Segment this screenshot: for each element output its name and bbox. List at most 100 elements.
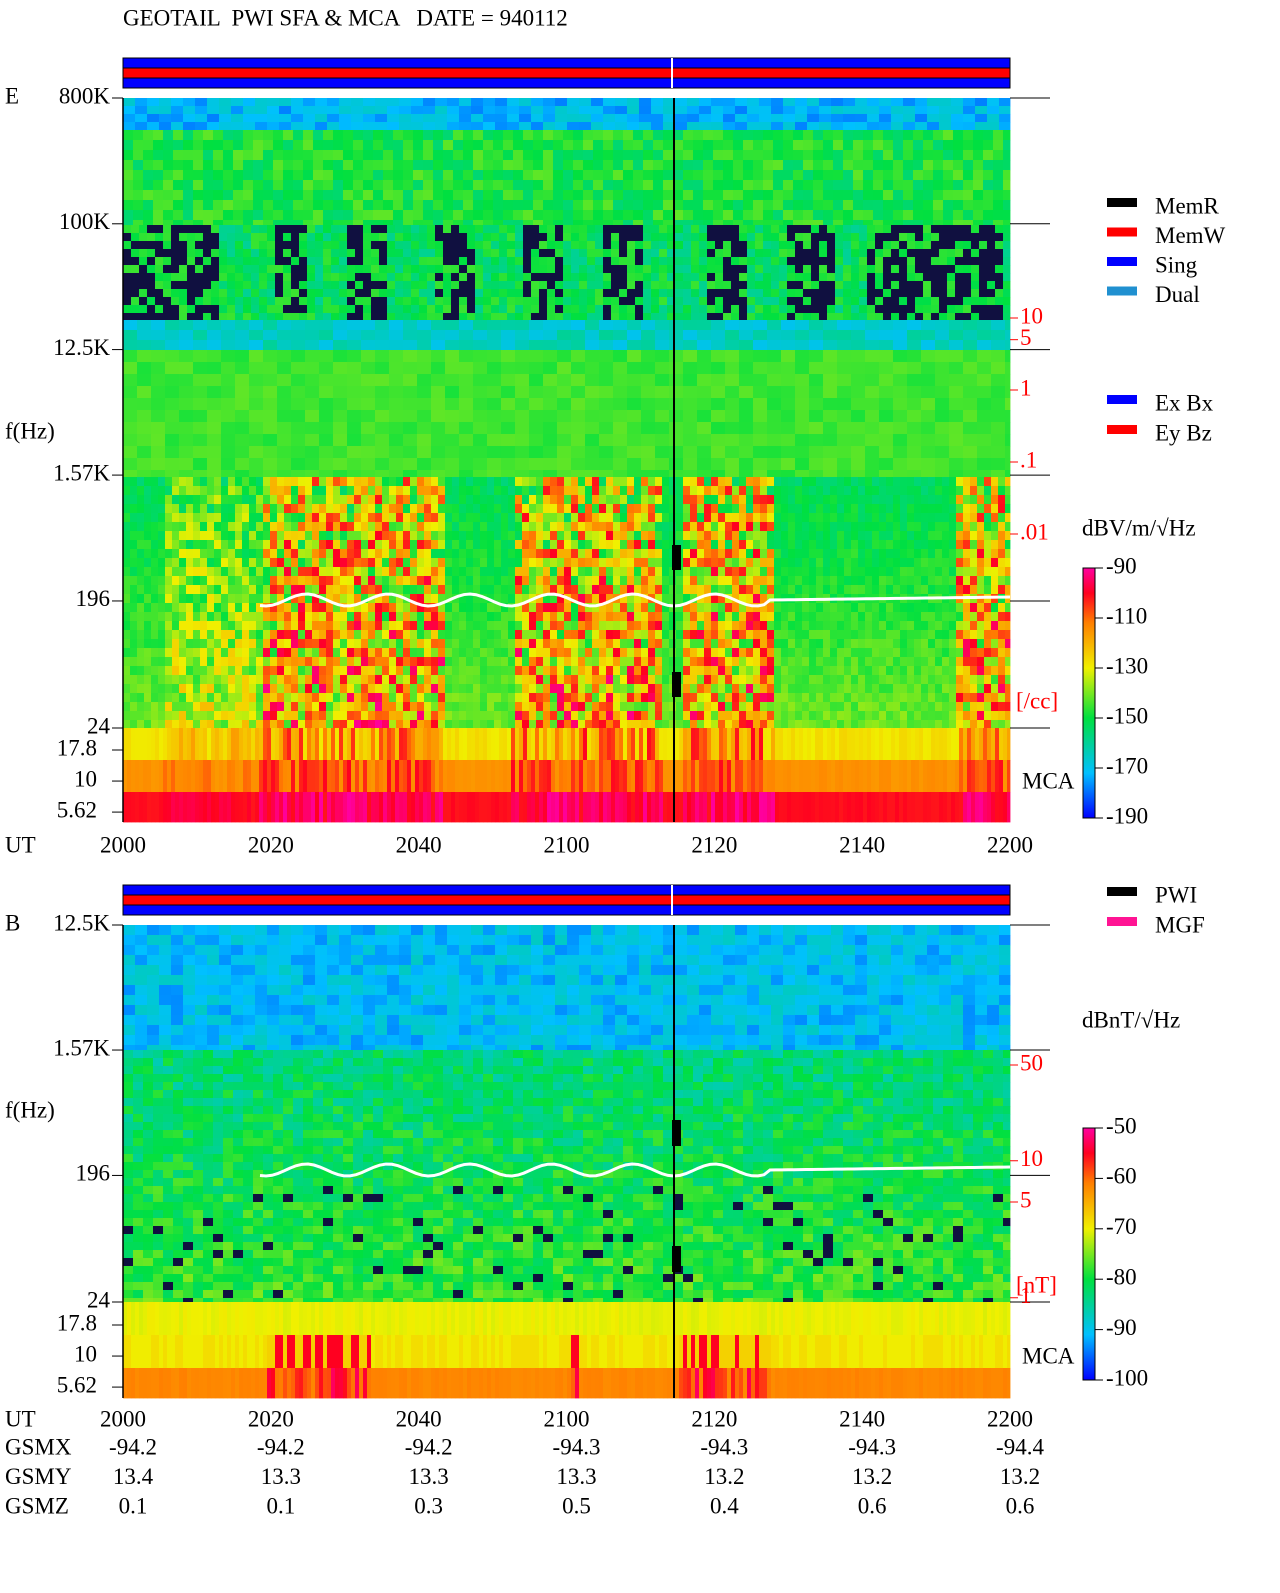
texture-cell — [463, 190, 474, 201]
texture-cell — [529, 458, 544, 471]
texture-cell — [483, 241, 492, 250]
texture-cell — [933, 140, 944, 151]
texture-cell — [802, 513, 810, 523]
texture-cell — [931, 265, 940, 274]
texture-cell — [830, 576, 838, 586]
texture-cell — [781, 531, 789, 541]
texture-cell — [753, 190, 764, 201]
texture-cell — [143, 160, 154, 171]
texture-cell — [833, 190, 844, 201]
texture-cell — [277, 422, 292, 435]
texture-cell — [363, 210, 374, 221]
texture-cell — [774, 531, 782, 541]
texture-cell — [459, 410, 474, 423]
texture-cell — [531, 114, 544, 123]
texture-cell — [837, 549, 845, 559]
texture-cell — [163, 220, 174, 226]
texture-cell — [515, 297, 524, 306]
texture-cell — [283, 130, 294, 141]
texture-cell — [353, 130, 364, 141]
texture-cell — [641, 340, 656, 351]
texture-cell — [361, 531, 369, 541]
texture-cell — [711, 531, 719, 541]
texture-cell — [273, 160, 284, 171]
texture-cell — [137, 540, 145, 550]
texture-cell — [424, 549, 432, 559]
texture-cell — [760, 558, 768, 568]
texture-cell — [305, 522, 313, 532]
texture-cell — [893, 558, 901, 568]
texture-cell — [200, 486, 208, 496]
texture-cell — [501, 434, 516, 447]
texture-cell — [173, 140, 184, 151]
texture-cell — [563, 170, 574, 181]
texture-cell — [393, 160, 404, 171]
texture-cell — [522, 576, 530, 586]
texture-cell — [368, 558, 376, 568]
texture-cell — [913, 220, 924, 226]
texture-cell — [683, 410, 698, 423]
texture-cell — [835, 233, 844, 242]
texture-cell — [417, 386, 432, 399]
texture-cell — [207, 540, 215, 550]
texture-cell — [291, 122, 304, 131]
texture-cell — [427, 289, 436, 298]
texture-cell — [219, 114, 232, 123]
texture-cell — [451, 297, 460, 306]
texture-cell — [494, 495, 502, 505]
texture-cell — [228, 504, 236, 514]
texture-cell — [536, 576, 544, 586]
texture-cell — [151, 386, 166, 399]
texture-cell — [830, 549, 838, 559]
texture-cell — [779, 273, 788, 282]
texture-cell — [593, 180, 604, 191]
texture-cell — [648, 531, 656, 541]
texture-cell — [139, 313, 148, 321]
texture-cell — [927, 106, 940, 115]
texture-cell — [781, 486, 789, 496]
texture-cell — [466, 576, 474, 586]
texture-cell — [931, 273, 940, 282]
texture-cell — [283, 289, 292, 298]
texture-cell — [627, 281, 636, 290]
texture-cell — [147, 241, 156, 250]
texture-cell — [851, 458, 866, 471]
texture-cell — [690, 522, 698, 532]
texture-cell — [651, 297, 660, 306]
texture-cell — [543, 98, 556, 107]
texture-cell — [339, 225, 348, 234]
texture-cell — [893, 190, 904, 201]
texture-cell — [315, 114, 328, 123]
texture-cell — [249, 320, 264, 331]
texture-cell — [963, 114, 976, 123]
texture-cell — [483, 200, 494, 211]
texture-cell — [403, 504, 411, 514]
texture-cell — [459, 305, 468, 314]
texture-cell — [403, 233, 412, 242]
texture-cell — [459, 106, 472, 115]
texture-cell — [361, 362, 376, 375]
texture-cell — [533, 150, 544, 161]
texture-cell — [787, 281, 796, 290]
texture-cell — [515, 470, 530, 478]
texture-cell — [907, 410, 922, 423]
texture-cell — [669, 470, 684, 478]
texture-cell — [466, 522, 474, 532]
texture-cell — [211, 225, 220, 234]
texture-cell — [277, 340, 292, 351]
texture-cell — [355, 281, 364, 290]
texture-cell — [627, 350, 642, 363]
texture-cell — [767, 446, 782, 459]
texture-cell — [235, 576, 243, 586]
texture-cell — [613, 374, 628, 387]
texture-cell — [779, 289, 788, 298]
texture-cell — [984, 531, 992, 541]
texture-cell — [223, 190, 234, 201]
texture-cell — [767, 470, 782, 478]
texture-cell — [592, 567, 600, 577]
texture-cell — [207, 340, 222, 351]
texture-cell — [427, 265, 436, 274]
texture-cell — [795, 422, 810, 435]
texture-cell — [242, 495, 250, 505]
texture-cell — [463, 220, 474, 226]
